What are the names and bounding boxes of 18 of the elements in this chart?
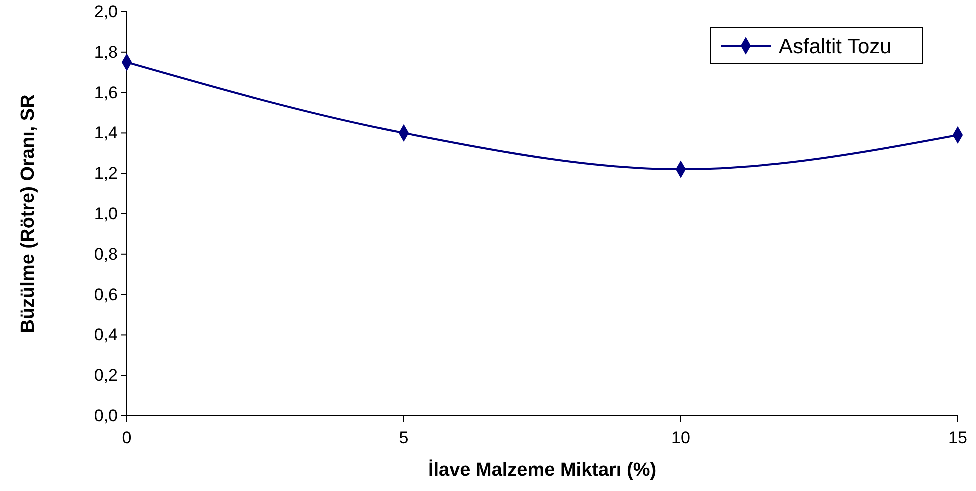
y-tick-label: 0,6: [94, 285, 118, 304]
y-axis-title: Büzülme (Rötre) Oranı, SR: [18, 94, 39, 334]
x-axis-title: İlave Malzeme Miktarı (%): [428, 459, 657, 481]
legend-label: Asfaltit Tozu: [779, 35, 892, 58]
y-tick-label: 2,0: [94, 2, 118, 22]
y-tick-label: 1,0: [94, 204, 118, 224]
y-tick-label: 1,6: [94, 83, 118, 102]
x-tick-label: 0: [122, 428, 132, 448]
x-tick-label: 15: [948, 428, 968, 448]
y-tick-label: 0,4: [94, 326, 118, 345]
y-tick-label: 1,8: [94, 42, 118, 62]
y-tick-label: 0,8: [94, 244, 118, 264]
y-tick-label: 0,2: [94, 366, 118, 386]
y-tick-label: 0,0: [94, 406, 118, 426]
y-tick-label: 1,4: [94, 124, 118, 143]
x-tick-label: 5: [399, 428, 409, 448]
y-tick-label: 1,2: [94, 164, 118, 184]
x-tick-label: 10: [672, 428, 690, 448]
